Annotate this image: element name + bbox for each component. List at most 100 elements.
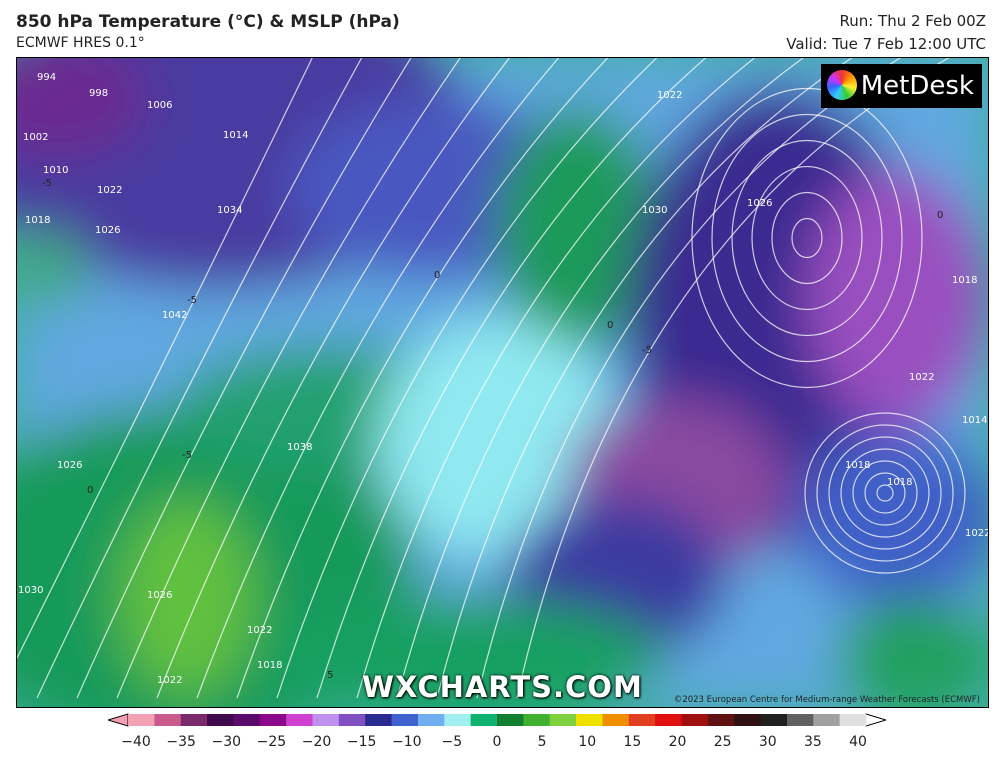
temperature-label: 0 [937,210,943,221]
temperature-label: 5 [327,670,333,681]
colorbar-swatch [681,714,709,726]
isobar-label: 1026 [147,590,172,601]
colorbar-swatch [312,714,340,726]
colorbar-swatch [655,714,682,726]
colorbar-min-arrow [108,713,129,727]
isobar-line [751,165,863,311]
colorbar-swatch [707,714,735,726]
temperature-label: -5 [182,450,192,461]
metdesk-logo: MetDesk [820,64,982,108]
isobar-line [852,460,918,526]
colorbar-tick-label: −20 [301,734,332,750]
isobar-label: 1022 [97,185,122,196]
isobar-line [816,424,954,562]
colorbar-tick-label: 10 [578,734,597,750]
colorbar-swatch [233,714,261,726]
colorbar-swatch [628,714,656,726]
isobar-label: 1022 [657,90,682,101]
isobar-label: 998 [89,88,108,99]
isobar-line [840,448,930,538]
colorbar-tick-label: −10 [391,734,422,750]
isobar-line [396,58,805,699]
temperature-field: 994 998 1002 1006 1010 1014 1018 1022 1026 1034 10… [17,58,988,707]
isobar-line [436,58,853,699]
isobar-line [804,412,966,574]
colorbar-swatch [207,714,234,726]
isobar-label: 994 [37,72,56,83]
colorbar-swatch [549,714,577,726]
temperature-label: 0 [607,320,613,331]
isobar-label: 1006 [147,100,172,111]
colorbar-swatch [154,714,182,726]
isobar-label: 1018 [845,460,870,471]
temperature-label: 0 [87,485,93,496]
logo-text: MetDesk [860,71,974,101]
isobar-label: 1022 [965,528,988,539]
colorbar-tick-label: 20 [668,734,687,750]
isobar-label: 1002 [23,132,48,143]
isobar-line [876,484,894,502]
isobar-line [236,58,609,699]
colorbar-swatch [470,714,498,726]
isobar-line [711,113,903,363]
isobar-line [156,58,511,699]
colorbar-tick-label: 0 [492,734,502,750]
temperature-label: -5 [42,178,52,189]
isobar-label: 1034 [217,205,242,216]
run-time: Run: Thu 2 Feb 00Z [839,12,986,30]
colorbar-tick-label: −15 [346,734,377,750]
colorbar-swatch [338,714,366,726]
colorbar-tick-label: 25 [713,734,732,750]
isobar-label: 1014 [223,130,248,141]
colorbar-swatch [576,714,603,726]
colorbar-tick-label: 30 [758,734,777,750]
isobar-line [771,191,843,285]
colorbar-swatch [286,714,313,726]
colorbar-swatch [602,714,630,726]
colorbar-tick-label: −30 [211,734,242,750]
colorbar-tick-label: 40 [849,734,867,750]
watermark: WXCHARTS.COM [362,670,643,704]
isobar-label: 1022 [247,625,272,636]
isobar-label: 1026 [747,198,772,209]
isobar-label: 1014 [962,415,987,426]
isobar-labels: 994 998 1002 1006 1010 1014 1018 1022 1026 1034 10… [18,72,988,686]
temperature-label: -5 [642,345,652,356]
isobar-label: 1022 [909,372,934,383]
colorbar-swatch [128,714,155,726]
isobar-line [731,139,883,337]
isobar-label: 1038 [287,442,312,453]
isobars [17,58,966,699]
colorbar-tick-label: −5 [441,734,463,750]
isobar-line [476,58,902,699]
colorbar-swatch [180,714,208,726]
isobar-label: 1022 [157,675,182,686]
model-label: ECMWF HRES 0.1° [16,35,145,51]
isobar-line [864,472,906,514]
isobar-line [17,58,313,660]
isobar-label: 1030 [18,585,43,596]
isobar-line [76,58,412,699]
isobar-line [828,436,942,550]
temperature-label: 0 [434,270,440,281]
isobar-label: 1030 [642,205,667,216]
isobar-label: 1018 [257,660,282,671]
colorbar-tick-label: 15 [623,734,642,750]
isobar-label: 1018 [952,275,977,286]
colorbar [108,713,886,727]
colorbar-tick-label: 5 [537,734,547,750]
isobar-label: 1026 [95,225,120,236]
temperature-label: -5 [187,295,197,306]
weather-map[interactable]: 994 998 1002 1006 1010 1014 1018 1022 1026 1034 10… [16,57,989,708]
colorbar-tick-label: −35 [166,734,196,750]
isobar-label: 1018 [887,477,912,488]
colorbar-tick-label: −25 [256,734,287,750]
isobar-line [276,58,658,699]
colorbar-swatch [839,714,867,726]
colorbar-swatch [813,714,841,726]
colorbar-tick-label: 35 [803,734,822,750]
isobar-line [116,58,461,699]
isobar-label: 1042 [162,310,187,321]
chart-title: 850 hPa Temperature (°C) & MSLP (hPa) [16,12,400,32]
colorbar-swatch [786,714,814,726]
